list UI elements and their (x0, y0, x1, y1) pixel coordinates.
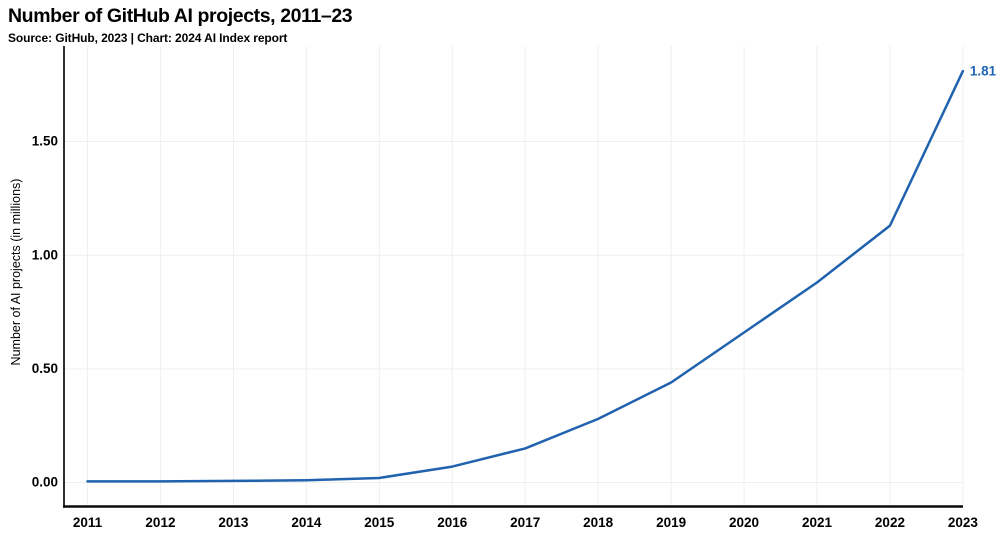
x-tick-label: 2019 (656, 515, 686, 530)
x-tick-label: 2013 (218, 515, 249, 530)
x-tick-label: 2021 (802, 515, 833, 530)
chart-title: Number of GitHub AI projects, 2011–23 (8, 5, 353, 27)
y-tick-label: 1.00 (32, 247, 58, 262)
x-tick-label: 2015 (364, 515, 395, 530)
y-tick-label: 1.50 (32, 134, 58, 149)
x-tick-label: 2014 (291, 515, 322, 530)
end-value-label: 1.81 (970, 64, 997, 79)
chart-subtitle: Source: GitHub, 2023 | Chart: 2024 AI In… (8, 31, 288, 45)
x-tick-label: 2022 (875, 515, 905, 530)
data-line (86, 69, 965, 483)
x-tick-label: 2018 (583, 515, 614, 530)
x-tick-label: 2011 (73, 515, 103, 530)
y-tick-label: 0.00 (32, 475, 58, 490)
x-tick-label: 2023 (948, 515, 979, 530)
x-tick-label: 2016 (437, 515, 468, 530)
x-tick-label: 2017 (510, 515, 540, 530)
y-tick-label: 0.50 (32, 361, 58, 376)
x-tick-label: 2020 (729, 515, 759, 530)
x-tick-label: 2012 (145, 515, 175, 530)
